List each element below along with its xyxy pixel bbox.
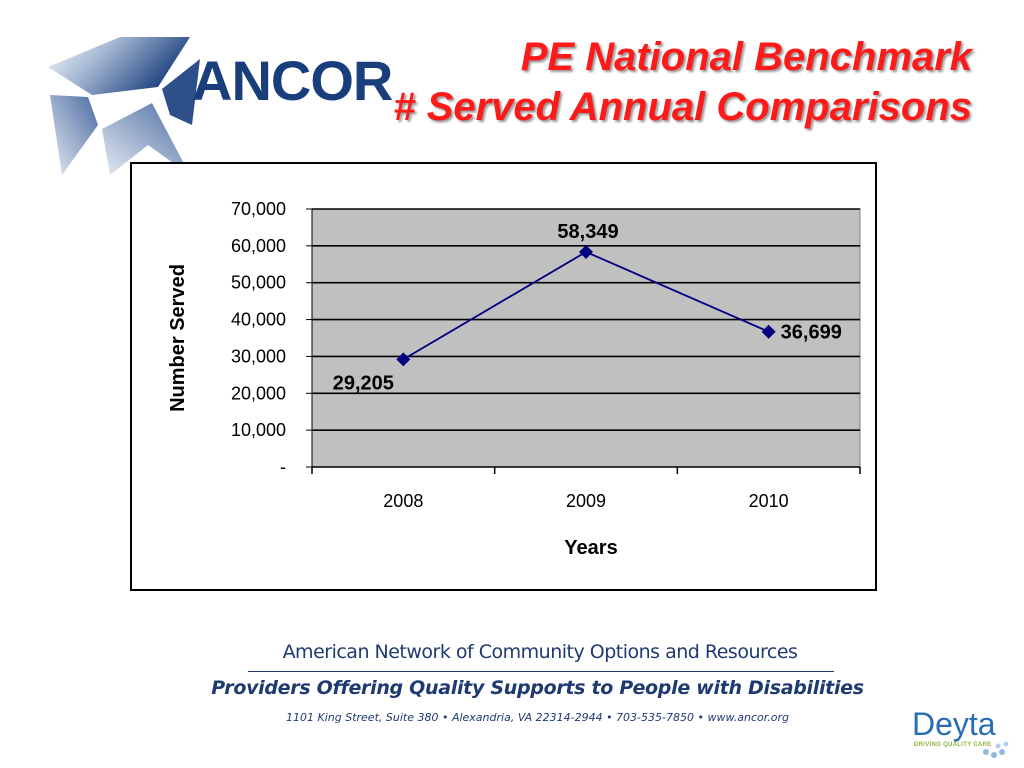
y-tick-label: 20,000 (231, 383, 286, 403)
y-tick-label: 70,000 (231, 199, 286, 219)
x-tick-label: 2009 (566, 491, 606, 511)
star-icon (48, 37, 200, 175)
deyta-logo: Deyta DRIVING QUALITY CARE (912, 708, 1017, 764)
line-chart: - 10,000 20,000 30,000 40,000 50,000 60,000 70,… (167, 199, 861, 559)
data-label: 36,699 (781, 322, 842, 344)
dots-icon (983, 741, 1009, 758)
data-point (579, 244, 593, 259)
y-tick-label: 50,000 (231, 273, 286, 293)
data-label: 29,205 (333, 372, 394, 394)
footer-divider (248, 671, 834, 672)
title-line-1: PE National Benchmark (520, 35, 972, 79)
data-label: 58,349 (557, 221, 618, 243)
footer-tagline: Providers Offering Quality Supports to P… (211, 677, 864, 699)
ancor-logo: ANCOR (40, 25, 400, 195)
deyta-name: Deyta (912, 706, 996, 742)
data-point (761, 324, 776, 339)
x-tick-label: 2008 (383, 491, 423, 511)
deyta-tagline: DRIVING QUALITY CARE (914, 742, 992, 748)
y-tick-label: 40,000 (231, 310, 286, 330)
y-tick-label: 60,000 (231, 236, 286, 256)
y-tick-label: 10,000 (231, 420, 286, 440)
y-axis-title: Number Served (167, 264, 189, 412)
footer-org-name: American Network of Community Options an… (282, 641, 798, 663)
chart-frame: - 10,000 20,000 30,000 40,000 50,000 60,000 70,… (130, 162, 877, 591)
y-tick-label: - (280, 457, 286, 477)
x-axis-title: Years (564, 537, 617, 559)
data-point (396, 352, 411, 367)
y-tick-label: 30,000 (231, 346, 286, 366)
footer-address: 1101 King Street, Suite 380 • Alexandria… (286, 711, 789, 724)
slide-title: PE National Benchmark # Served Annual Co… (393, 32, 972, 132)
logo-text: ANCOR (192, 49, 393, 112)
x-tick-label: 2010 (749, 491, 789, 511)
title-line-2: # Served Annual Comparisons (393, 85, 972, 129)
